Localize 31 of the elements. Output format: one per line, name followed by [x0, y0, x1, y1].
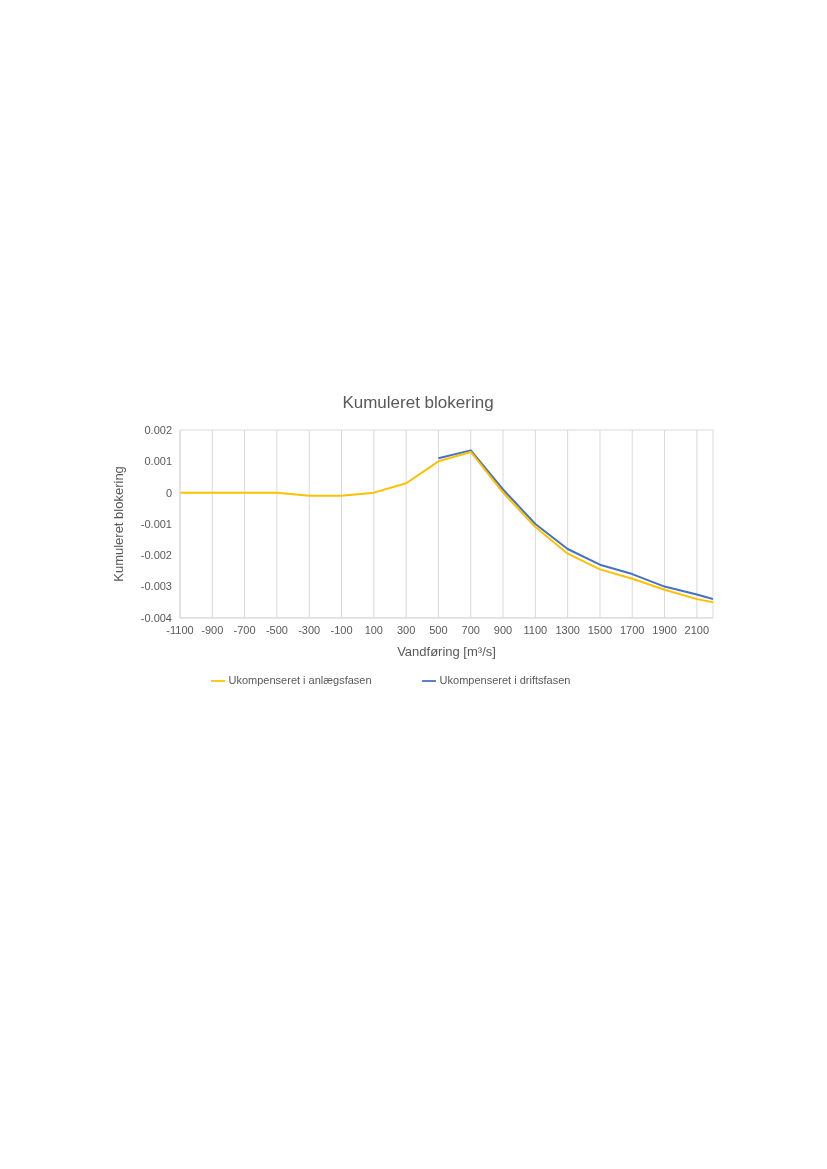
- chart-title: Kumuleret blokering: [341, 393, 495, 413]
- x-tick-label: 2100: [684, 623, 710, 636]
- x-tick-label: -500: [265, 623, 288, 636]
- x-axis-title: Vandføring [m³/s]: [397, 643, 496, 659]
- x-tick-label: 1900: [652, 623, 677, 636]
- line-series: [180, 450, 713, 604]
- x-tick-label: 1700: [620, 623, 645, 636]
- x-tick-label: 1500: [587, 623, 613, 636]
- x-tick-label: 1300: [555, 623, 580, 636]
- y-tick-label: -0.003: [140, 580, 172, 593]
- x-tick-label: -300: [298, 623, 321, 636]
- x-tick-label: -900: [201, 623, 224, 636]
- x-tick-label: 300: [396, 623, 416, 636]
- legend-label: Ukompenseret i driftsfasen: [439, 673, 571, 686]
- y-tick-label: 0: [165, 486, 172, 499]
- line-series: [437, 449, 713, 601]
- y-tick-label: -0.002: [140, 549, 172, 562]
- x-tick-label: 1100: [523, 623, 548, 636]
- x-tick-label: 700: [461, 623, 480, 636]
- x-tick-label: -700: [233, 623, 256, 636]
- x-tick-label: -100: [330, 623, 353, 636]
- x-tick-label: 100: [364, 623, 383, 636]
- y-tick-label: -0.004: [140, 611, 172, 624]
- x-tick-label: 500: [429, 623, 448, 636]
- y-tick-label: 0.001: [144, 455, 172, 468]
- x-tick-label: 900: [493, 623, 513, 636]
- y-tick-label: -0.001: [140, 517, 172, 530]
- x-tick-label: -1100: [166, 623, 194, 636]
- y-axis-title: Kumuleret blokering: [110, 466, 126, 582]
- y-tick-label: 0.002: [144, 423, 172, 436]
- legend-label: Ukompenseret i anlægsfasen: [228, 673, 372, 686]
